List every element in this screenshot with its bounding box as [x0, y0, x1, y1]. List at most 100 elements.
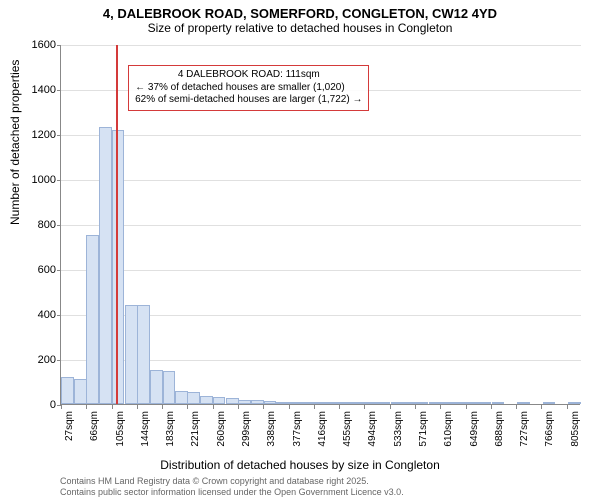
histogram-bar: [543, 402, 556, 404]
ytick-mark: [57, 45, 61, 46]
ytick-label: 1200: [16, 129, 56, 141]
xtick-label: 610sqm: [443, 411, 454, 447]
histogram-bar: [517, 402, 530, 404]
gridline: [61, 270, 581, 271]
ytick-mark: [57, 360, 61, 361]
xtick-label: 105sqm: [115, 411, 126, 447]
xtick-mark: [491, 405, 492, 409]
gridline: [61, 225, 581, 226]
histogram-bar: [403, 402, 416, 404]
annotation-line1: 4 DALEBROOK ROAD: 111sqm: [135, 69, 362, 82]
histogram-bar: [112, 130, 125, 405]
ytick-label: 1000: [16, 174, 56, 186]
xtick-mark: [516, 405, 517, 409]
xtick-mark: [567, 405, 568, 409]
ytick-mark: [57, 180, 61, 181]
histogram-bar: [187, 392, 200, 404]
gridline: [61, 180, 581, 181]
ytick-label: 600: [16, 264, 56, 276]
histogram-bar: [264, 401, 277, 404]
xtick-mark: [314, 405, 315, 409]
xtick-label: 221sqm: [190, 411, 201, 447]
histogram-bar: [61, 377, 74, 404]
x-axis-label: Distribution of detached houses by size …: [0, 458, 600, 472]
xtick-mark: [86, 405, 87, 409]
histogram-bar: [175, 391, 188, 405]
xtick-label: 377sqm: [292, 411, 303, 447]
xtick-mark: [541, 405, 542, 409]
xtick-mark: [339, 405, 340, 409]
xtick-label: 727sqm: [519, 411, 530, 447]
histogram-bar: [200, 396, 213, 404]
gridline: [61, 135, 581, 136]
footer-attribution: Contains HM Land Registry data © Crown c…: [60, 476, 404, 498]
xtick-label: 66sqm: [89, 411, 100, 441]
xtick-mark: [112, 405, 113, 409]
xtick-mark: [390, 405, 391, 409]
xtick-mark: [187, 405, 188, 409]
ytick-label: 1600: [16, 39, 56, 51]
histogram-bar: [314, 402, 327, 404]
reference-line: [116, 45, 118, 404]
xtick-mark: [137, 405, 138, 409]
xtick-label: 649sqm: [469, 411, 480, 447]
chart-container: 4, DALEBROOK ROAD, SOMERFORD, CONGLETON,…: [0, 0, 600, 500]
xtick-mark: [440, 405, 441, 409]
annotation-line3: 62% of semi-detached houses are larger (…: [135, 94, 362, 107]
xtick-label: 338sqm: [266, 411, 277, 447]
xtick-label: 494sqm: [367, 411, 378, 447]
ytick-mark: [57, 270, 61, 271]
histogram-bar: [276, 402, 289, 404]
histogram-bar: [454, 402, 467, 404]
histogram-bar: [327, 402, 340, 404]
xtick-mark: [61, 405, 62, 409]
histogram-bar: [429, 402, 442, 404]
ytick-mark: [57, 90, 61, 91]
histogram-bar: [492, 402, 505, 404]
xtick-mark: [263, 405, 264, 409]
histogram-bar: [137, 305, 150, 404]
histogram-bar: [238, 400, 251, 405]
xtick-label: 416sqm: [317, 411, 328, 447]
xtick-mark: [364, 405, 365, 409]
ytick-mark: [57, 315, 61, 316]
annotation-line2: ← 37% of detached houses are smaller (1,…: [135, 82, 362, 95]
histogram-bar: [150, 370, 163, 404]
histogram-bar: [213, 397, 226, 404]
xtick-label: 805sqm: [570, 411, 581, 447]
histogram-bar: [125, 305, 138, 404]
histogram-bar: [568, 402, 581, 404]
histogram-bar: [378, 402, 391, 404]
xtick-label: 688sqm: [494, 411, 505, 447]
histogram-bar: [340, 402, 353, 404]
histogram-bar: [391, 402, 404, 404]
xtick-label: 27sqm: [64, 411, 75, 441]
histogram-bar: [251, 400, 264, 404]
xtick-mark: [466, 405, 467, 409]
ytick-mark: [57, 225, 61, 226]
ytick-mark: [57, 135, 61, 136]
chart-area: 0200400600800100012001400160027sqm66sqm1…: [60, 45, 580, 405]
histogram-bar: [163, 371, 176, 404]
footer-line2: Contains public sector information licen…: [60, 487, 404, 498]
chart-subtitle: Size of property relative to detached ho…: [0, 21, 600, 37]
histogram-bar: [99, 127, 112, 404]
xtick-mark: [238, 405, 239, 409]
xtick-label: 455sqm: [342, 411, 353, 447]
histogram-bar: [301, 402, 314, 404]
ytick-label: 400: [16, 309, 56, 321]
xtick-label: 533sqm: [393, 411, 404, 447]
xtick-label: 571sqm: [418, 411, 429, 447]
xtick-mark: [289, 405, 290, 409]
histogram-bar: [479, 402, 492, 404]
xtick-label: 144sqm: [140, 411, 151, 447]
footer-line1: Contains HM Land Registry data © Crown c…: [60, 476, 404, 487]
histogram-bar: [466, 402, 479, 404]
ytick-label: 1400: [16, 84, 56, 96]
histogram-bar: [226, 398, 239, 404]
ytick-label: 0: [16, 399, 56, 411]
histogram-bar: [365, 402, 378, 404]
xtick-label: 260sqm: [216, 411, 227, 447]
histogram-bar: [289, 402, 302, 404]
plot-region: 0200400600800100012001400160027sqm66sqm1…: [60, 45, 580, 405]
